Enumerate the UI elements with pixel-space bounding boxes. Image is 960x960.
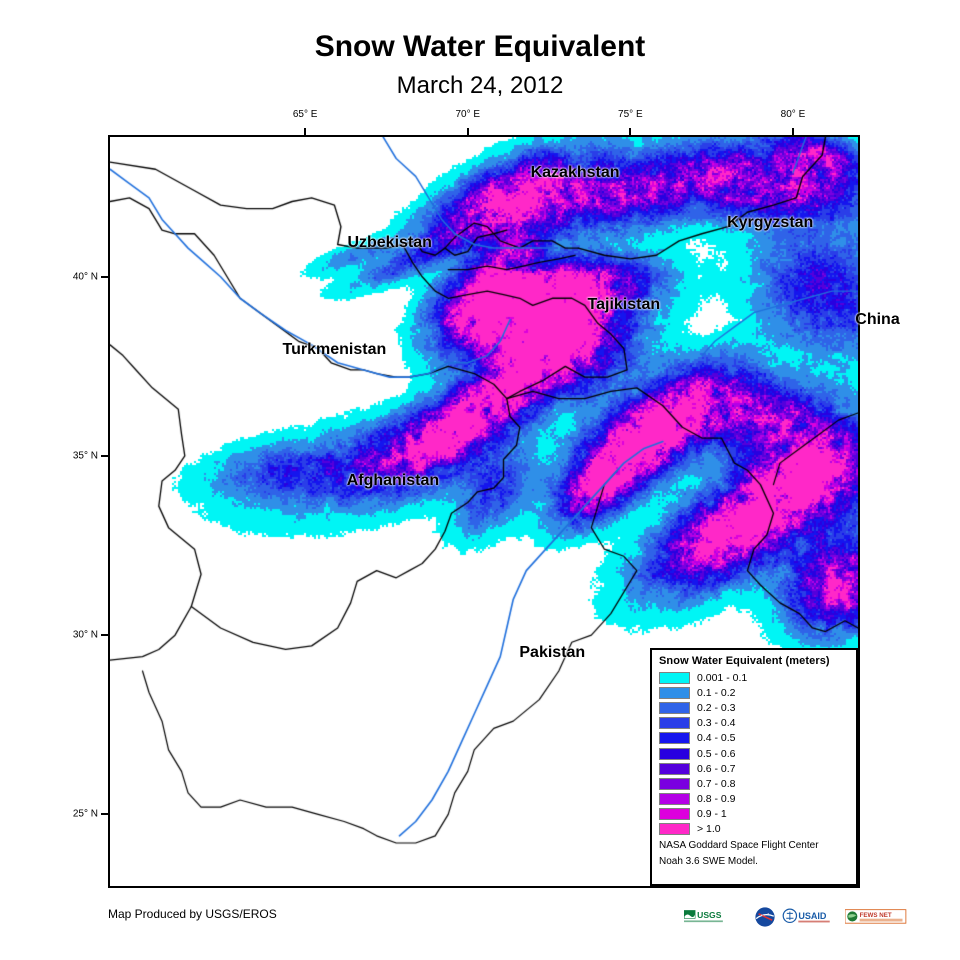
map-legend: Snow Water Equivalent (meters) 0.001 - 0… xyxy=(650,648,858,886)
lat-tick xyxy=(101,813,108,816)
lat-tick xyxy=(101,454,108,457)
legend-row: 0.1 - 0.2 xyxy=(659,685,850,700)
lat-tick-label: 40° N xyxy=(72,271,98,283)
legend-swatch xyxy=(659,732,690,745)
lon-tick xyxy=(791,128,794,135)
svg-text:FEWS NET: FEWS NET xyxy=(860,912,892,919)
lon-tick-label: 70° E xyxy=(455,109,481,120)
legend-swatch xyxy=(659,747,690,760)
legend-credit-line2: Noah 3.6 SWE Model. xyxy=(659,855,758,867)
country-label-afghanistan: Afghanistan xyxy=(346,472,440,490)
lat-tick xyxy=(101,275,108,278)
country-label-layer: Kazakhstan Uzbekistan Kyrgyzstan Turkmenist… xyxy=(110,137,900,886)
legend-label: 0.5 - 0.6 xyxy=(697,747,736,760)
legend-row: 0.001 - 0.1 xyxy=(659,670,850,685)
legend-swatch xyxy=(659,808,690,821)
legend-credit-line1: NASA Goddard Space Flight Center xyxy=(659,840,819,852)
lat-tick-label: 35° N xyxy=(72,450,98,462)
legend-label: 0.7 - 0.8 xyxy=(697,777,736,790)
fewsnet-logo: FEWS NET xyxy=(845,909,907,924)
legend-rows: 0.001 - 0.1 0.1 - 0.2 0.2 - 0.3 0.3 - 0.4 0.… xyxy=(658,670,850,837)
country-label-kyrgyzstan: Kyrgyzstan xyxy=(727,214,814,231)
legend-swatch xyxy=(659,823,690,836)
svg-text:USGS: USGS xyxy=(697,910,722,920)
usgs-logo: USGS xyxy=(684,910,723,923)
legend-row: 0.2 - 0.3 xyxy=(659,700,850,715)
legend-row: > 1.0 xyxy=(659,822,850,837)
legend-row: 0.6 - 0.7 xyxy=(659,761,850,776)
legend-swatch xyxy=(659,671,690,684)
lat-tick-label: 30° N xyxy=(72,629,98,641)
legend-row: 0.7 - 0.8 xyxy=(659,776,850,791)
legend-label: 0.6 - 0.7 xyxy=(697,762,736,775)
lon-tick xyxy=(629,128,632,135)
lat-tick-label: 25° N xyxy=(72,808,98,820)
lon-tick xyxy=(466,128,469,135)
legend-swatch xyxy=(659,793,690,806)
lon-tick-label: 65° E xyxy=(292,109,318,120)
country-label-kazakhstan: Kazakhstan xyxy=(530,163,620,181)
usaid-logo: USAID xyxy=(782,908,830,924)
legend-label: 0.1 - 0.2 xyxy=(697,686,736,699)
legend-label: > 1.0 xyxy=(697,823,721,836)
legend-row: 0.8 - 0.9 xyxy=(659,792,850,807)
lon-tick-label: 80° E xyxy=(780,109,806,120)
legend-row: 0.4 - 0.5 xyxy=(659,731,850,746)
country-label-tajikistan: Tajikistan xyxy=(587,296,661,314)
page-subtitle: March 24, 2012 xyxy=(396,72,564,99)
legend-label: 0.3 - 0.4 xyxy=(697,717,736,730)
legend-swatch xyxy=(659,717,690,730)
legend-label: 0.2 - 0.3 xyxy=(697,701,736,714)
lat-tick xyxy=(101,634,108,637)
lon-tick-label: 75° E xyxy=(618,109,643,120)
legend-label: 0.9 - 1 xyxy=(697,808,727,821)
legend-title: Snow Water Equivalent (meters) xyxy=(659,655,830,667)
agency-logos: USGS USAID FEWS NET xyxy=(684,903,907,931)
legend-swatch xyxy=(659,777,690,790)
footer-credit: Map Produced by USGS/EROS xyxy=(108,907,277,921)
legend-label: 0.001 - 0.1 xyxy=(697,671,748,684)
legend-row: 0.3 - 0.4 xyxy=(659,716,850,731)
country-label-china: China xyxy=(855,310,900,328)
legend-swatch xyxy=(659,701,690,714)
legend-row: 0.5 - 0.6 xyxy=(659,746,850,761)
svg-text:USAID: USAID xyxy=(798,911,827,921)
legend-label: 0.8 - 0.9 xyxy=(697,793,736,806)
legend-label: 0.4 - 0.5 xyxy=(697,732,736,745)
legend-row: 0.9 - 1 xyxy=(659,807,850,822)
legend-swatch xyxy=(659,686,690,699)
country-label-uzbekistan: Uzbekistan xyxy=(347,233,432,251)
country-label-turkmenistan: Turkmenistan xyxy=(282,341,387,359)
lon-tick xyxy=(304,128,307,135)
country-label-pakistan: Pakistan xyxy=(519,644,586,662)
legend-swatch xyxy=(659,762,690,775)
page-title: Snow Water Equivalent xyxy=(314,30,646,63)
nasa-logo xyxy=(755,907,775,927)
